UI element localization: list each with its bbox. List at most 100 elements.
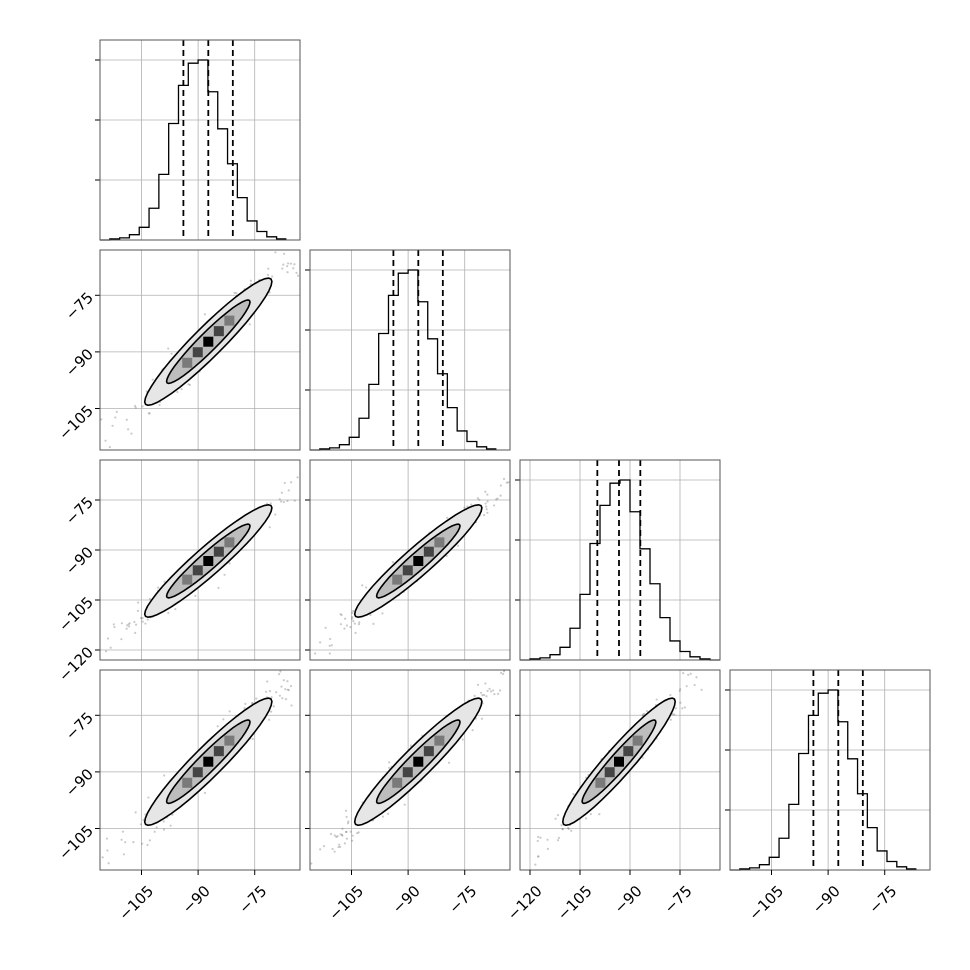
sample-point (338, 843, 341, 846)
sample-point (480, 717, 484, 720)
sample-point (567, 827, 570, 831)
x-tick-label-0: −105 (115, 882, 157, 924)
density-cell-4 (224, 735, 235, 746)
sample-point (106, 849, 109, 852)
sample-point (104, 650, 108, 653)
sample-point (115, 410, 118, 413)
y-tick-label-3: −75 (62, 493, 97, 528)
density-cell-0 (392, 777, 403, 788)
sample-point (296, 476, 299, 479)
sample-point (113, 625, 116, 629)
sample-point (479, 691, 483, 694)
sample-point (104, 439, 107, 442)
panel-frame (309, 669, 511, 871)
sample-point (337, 845, 340, 849)
sample-point (352, 610, 355, 613)
sample-point (271, 275, 274, 278)
sample-point (151, 378, 154, 381)
sample-point (162, 820, 165, 823)
sample-point (505, 665, 507, 667)
sample-point (536, 839, 539, 843)
sample-point (153, 830, 156, 833)
sample-point (445, 554, 448, 558)
density-cell-1 (192, 565, 203, 576)
sample-point (482, 693, 486, 697)
sample-point (693, 683, 696, 687)
sample-point (513, 672, 515, 674)
sample-point (357, 623, 361, 626)
sample-point (501, 672, 505, 676)
joint-panel-2-0: −120 −105 −90 −75 (55, 459, 301, 685)
sample-point (274, 251, 277, 254)
sample-point (539, 640, 541, 642)
sample-point (353, 622, 356, 625)
sample-point (345, 830, 348, 833)
histogram-steps (730, 689, 917, 871)
sample-point (486, 511, 489, 514)
hist-panel-0 (95, 39, 301, 241)
sample-point (513, 475, 515, 477)
sample-point (336, 835, 339, 838)
sample-point (641, 713, 644, 716)
sample-point (372, 622, 375, 625)
sample-point (244, 702, 247, 705)
x-tick-label-0: −120 (504, 882, 546, 924)
sample-point (557, 836, 561, 839)
sample-point (243, 706, 246, 710)
sample-point (643, 712, 646, 715)
sample-point (203, 791, 207, 794)
sample-point (167, 611, 170, 614)
scatter-points (534, 671, 703, 866)
sample-point (289, 262, 293, 265)
sample-point (228, 562, 231, 565)
sample-point (222, 718, 225, 721)
sample-point (466, 505, 469, 508)
sample-point (584, 817, 588, 820)
sample-point (286, 688, 289, 691)
panel-frame (519, 459, 721, 661)
sample-point (340, 613, 343, 617)
sample-point (483, 513, 486, 517)
sample-point (351, 611, 354, 615)
x-tick-label-1: −90 (179, 882, 214, 917)
sample-point (137, 601, 140, 604)
density-cell-4 (224, 537, 235, 548)
sample-point (476, 497, 479, 500)
density-cell-1 (402, 767, 413, 778)
density-cell-0 (595, 777, 606, 788)
histogram-steps (310, 269, 497, 451)
sample-point (277, 673, 281, 676)
sample-point (324, 626, 327, 629)
density-cell-0 (182, 777, 193, 788)
density-cell-0 (182, 574, 193, 585)
sample-point (284, 697, 288, 701)
sample-point (314, 652, 317, 655)
sample-point (139, 616, 143, 620)
sample-point (281, 267, 284, 270)
sample-point (669, 693, 672, 697)
sample-point (523, 474, 525, 476)
sample-point (655, 698, 658, 701)
sample-point (365, 586, 368, 589)
density-cell-2 (203, 336, 214, 347)
sample-point (533, 453, 535, 455)
sample-point (534, 863, 537, 866)
sample-point (491, 689, 495, 692)
sample-point (386, 812, 390, 815)
sample-point (322, 845, 326, 848)
sample-point (296, 274, 300, 277)
sample-point (478, 498, 481, 501)
sample-point (248, 323, 251, 326)
x-tick-label-1: −105 (554, 882, 596, 924)
sample-point (114, 416, 117, 419)
sample-point (170, 352, 173, 355)
sample-point (158, 403, 161, 407)
density-cell-3 (423, 746, 434, 757)
sample-point (343, 842, 346, 845)
sample-point (484, 490, 487, 493)
sample-point (249, 282, 252, 286)
sample-point (674, 707, 677, 710)
sample-point (539, 836, 542, 839)
sample-point (180, 388, 183, 391)
joint-panel-3-0: −105 −90 −75 −105 −90 −75 (55, 669, 301, 924)
